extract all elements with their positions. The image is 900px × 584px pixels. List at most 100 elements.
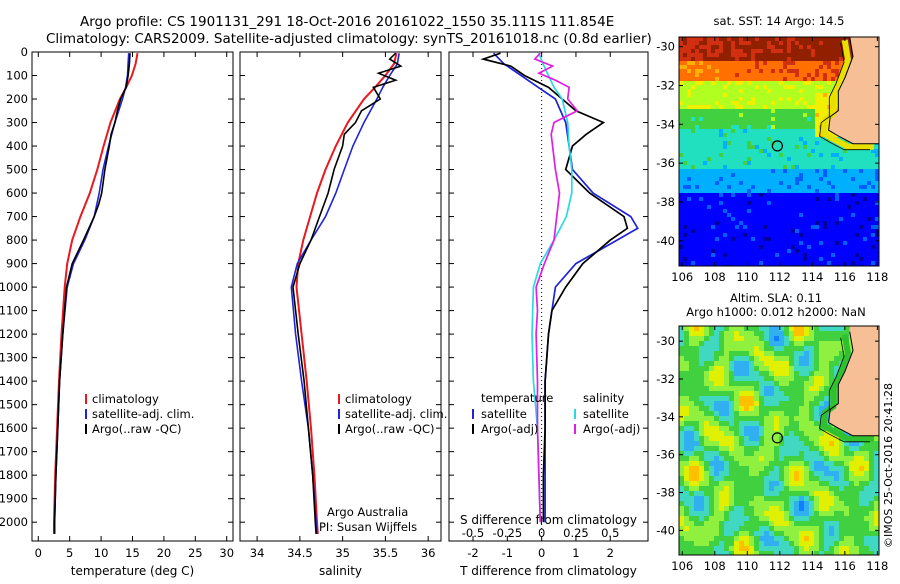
map-cell: [819, 149, 824, 154]
map-cell: [754, 366, 760, 372]
map-cell: [855, 241, 860, 246]
map-cell: [723, 161, 728, 166]
map-cell: [731, 121, 736, 126]
map-cell: [699, 526, 705, 532]
map-cell: [714, 391, 720, 397]
map-cell: [809, 486, 815, 492]
map-cell: [774, 366, 780, 372]
map-cell: [759, 351, 765, 357]
map-cell: [815, 225, 820, 230]
map-cell: [779, 97, 784, 102]
map-cell: [727, 153, 732, 158]
map-cell: [859, 173, 864, 178]
map-cell: [803, 157, 808, 162]
map-cell: [729, 336, 735, 342]
map-cell: [803, 77, 808, 82]
map-cell: [727, 225, 732, 230]
map-cell: [743, 189, 748, 194]
map-cell: [735, 137, 740, 142]
map-cell: [769, 501, 775, 507]
map-cell: [784, 471, 790, 477]
map-cell: [804, 331, 810, 337]
map-cell: [723, 133, 728, 138]
map-cell: [843, 193, 848, 198]
x-tick-label: 106: [671, 270, 693, 284]
map-cell: [775, 161, 780, 166]
map-cell: [763, 245, 768, 250]
map-cell: [783, 133, 788, 138]
map-cell: [827, 149, 832, 154]
map-cell: [804, 421, 810, 427]
map-cell: [743, 237, 748, 242]
map-cell: [687, 101, 692, 106]
y-tick-label: 800: [6, 233, 28, 247]
map-cell: [699, 221, 704, 226]
map-cell: [859, 491, 865, 497]
map-cell: [691, 153, 696, 158]
map-cell: [795, 53, 800, 58]
map-cell: [729, 516, 735, 522]
map-cell: [734, 416, 740, 422]
map-cell: [729, 541, 735, 547]
map-cell: [811, 57, 816, 62]
map-cell: [683, 213, 688, 218]
map-cell: [755, 177, 760, 182]
map-cell: [815, 209, 820, 214]
map-cell: [799, 466, 805, 472]
map-cell: [779, 371, 785, 377]
map-cell: [707, 181, 712, 186]
map-cell: [789, 356, 795, 362]
map-cell: [839, 446, 845, 452]
map-cell: [787, 85, 792, 90]
map-cell: [803, 109, 808, 114]
map-cell: [715, 137, 720, 142]
map-cell: [689, 461, 695, 467]
map-cell: [711, 153, 716, 158]
map-cell: [734, 341, 740, 347]
map-cell: [819, 161, 824, 166]
map-cell: [715, 157, 720, 162]
map-cell: [809, 401, 815, 407]
map-cell: [799, 331, 805, 337]
map-cell: [759, 336, 765, 342]
map-cell: [831, 37, 836, 42]
map-cell: [679, 511, 685, 517]
map-cell: [851, 209, 856, 214]
map-cell: [795, 205, 800, 210]
map-cell: [694, 356, 700, 362]
map-cell: [863, 169, 868, 174]
map-cell: [799, 461, 805, 467]
map-cell: [714, 421, 720, 427]
map-cell: [789, 491, 795, 497]
map-cell: [814, 521, 820, 527]
map-cell: [743, 213, 748, 218]
map-cell: [803, 205, 808, 210]
map-cell: [759, 233, 764, 238]
map-cell: [827, 169, 832, 174]
map-cell: [779, 73, 784, 78]
map-cell: [743, 253, 748, 258]
map-cell: [751, 57, 756, 62]
map-cell: [714, 471, 720, 477]
map-cell: [763, 133, 768, 138]
map-cell: [764, 436, 770, 442]
map-cell: [815, 105, 820, 110]
map-cell: [794, 336, 800, 342]
map-cell: [843, 209, 848, 214]
map-cell: [724, 441, 730, 447]
map-cell: [704, 401, 710, 407]
map-cell: [759, 85, 764, 90]
map-cell: [704, 431, 710, 437]
map-cell: [795, 241, 800, 246]
map-cell: [751, 253, 756, 258]
map-cell: [703, 245, 708, 250]
map-cell: [771, 129, 776, 134]
map-cell: [784, 516, 790, 522]
map-cell: [719, 406, 725, 412]
y-tick-label: 1800: [0, 468, 28, 482]
map-cell: [787, 257, 792, 262]
map-cell: [734, 346, 740, 352]
map-cell: [734, 451, 740, 457]
map-cell: [715, 177, 720, 182]
map-cell: [759, 209, 764, 214]
